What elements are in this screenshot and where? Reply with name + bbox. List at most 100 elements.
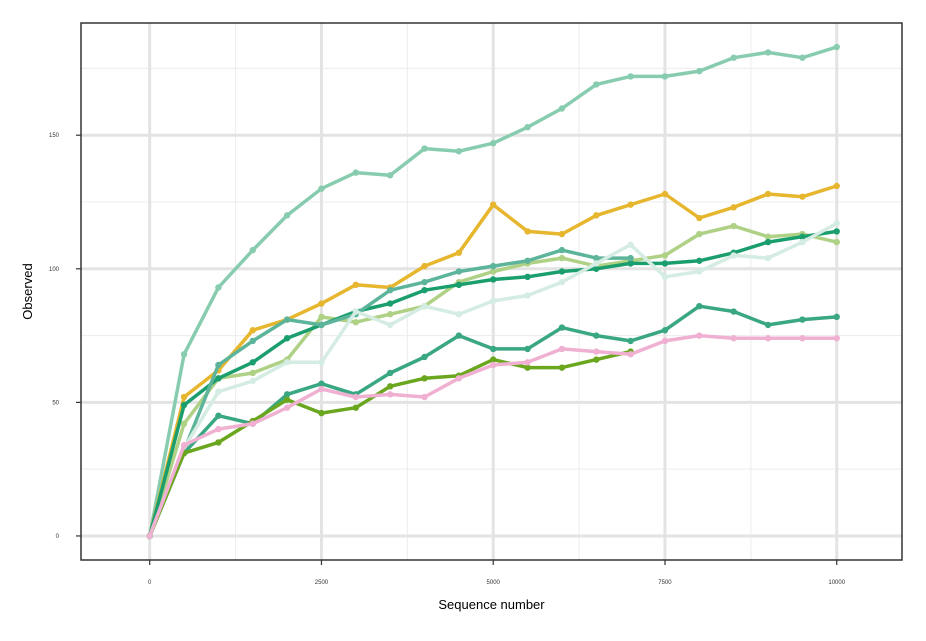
data-point <box>490 345 497 353</box>
data-point <box>318 380 325 387</box>
data-point <box>524 364 531 371</box>
data-point <box>627 351 634 358</box>
x-tick-label: 5000 <box>487 580 501 586</box>
data-point <box>558 364 566 371</box>
data-point <box>696 214 703 222</box>
data-point <box>558 254 566 262</box>
data-point <box>249 377 256 385</box>
data-point <box>661 337 669 345</box>
data-point <box>627 337 634 345</box>
data-point <box>627 254 634 262</box>
data-point <box>764 238 772 246</box>
data-point <box>180 401 188 409</box>
data-point <box>490 262 497 270</box>
data-point <box>386 321 394 329</box>
y-axis-title: Observed <box>20 263 35 319</box>
series-9 <box>146 332 840 540</box>
data-point <box>524 228 531 235</box>
data-point <box>455 375 463 382</box>
x-tick-label: 7500 <box>658 580 672 586</box>
data-point <box>524 292 531 299</box>
data-point <box>730 204 737 211</box>
data-point <box>558 246 566 254</box>
data-point <box>352 169 360 176</box>
data-point <box>593 332 600 339</box>
data-point <box>421 262 428 270</box>
data-point <box>593 254 600 262</box>
data-point <box>283 212 291 219</box>
data-point <box>146 532 153 540</box>
data-point <box>318 185 325 192</box>
data-point <box>180 441 188 449</box>
plot-panel-border <box>80 22 903 561</box>
data-point <box>283 316 291 323</box>
data-point <box>833 313 840 321</box>
data-point <box>696 230 703 238</box>
data-point <box>215 412 222 419</box>
data-point <box>318 300 325 307</box>
x-axis-title: Sequence number <box>438 597 545 612</box>
data-point <box>730 308 737 315</box>
data-point <box>386 172 394 179</box>
data-point <box>593 212 600 219</box>
y-tick-label: 0 <box>56 534 60 540</box>
data-point <box>661 190 669 198</box>
data-point <box>696 268 703 275</box>
data-point <box>249 420 256 427</box>
data-point <box>352 319 360 326</box>
data-point <box>730 54 737 61</box>
data-point <box>833 335 840 342</box>
data-point <box>833 238 840 246</box>
data-point <box>455 148 463 155</box>
data-point <box>627 241 634 248</box>
data-point <box>490 268 497 275</box>
series-2 <box>146 182 840 540</box>
data-point <box>386 300 394 307</box>
data-point <box>490 361 497 369</box>
data-point <box>421 393 428 401</box>
data-point <box>386 286 394 294</box>
series-6 <box>146 220 840 540</box>
data-point <box>627 73 634 80</box>
data-point <box>318 313 325 321</box>
data-point <box>455 281 463 289</box>
data-point <box>318 321 325 329</box>
data-point <box>455 268 463 275</box>
data-point <box>455 311 463 318</box>
data-point <box>558 230 566 238</box>
data-point <box>764 233 772 240</box>
data-point <box>215 284 222 291</box>
data-point <box>421 286 428 294</box>
data-point <box>661 273 669 281</box>
data-point <box>833 43 840 51</box>
data-point <box>661 327 669 334</box>
data-point <box>490 140 497 147</box>
data-point <box>593 265 600 272</box>
data-point <box>283 391 291 398</box>
data-point <box>180 393 188 401</box>
data-point <box>696 302 703 310</box>
data-point <box>833 182 840 190</box>
data-point <box>661 252 669 259</box>
x-tick-label: 2500 <box>315 580 329 586</box>
y-tick-label: 100 <box>49 267 60 273</box>
data-point <box>764 254 772 262</box>
data-point <box>764 321 772 329</box>
data-point <box>558 324 566 331</box>
data-point <box>352 404 360 411</box>
data-point <box>696 257 703 264</box>
data-point <box>490 276 497 283</box>
data-point <box>661 73 669 80</box>
data-point <box>593 356 600 363</box>
data-point <box>490 201 497 208</box>
data-point <box>764 335 772 342</box>
data-point <box>696 332 703 339</box>
data-point <box>799 193 806 200</box>
data-point <box>799 54 806 61</box>
data-point <box>180 420 188 427</box>
data-point <box>558 268 566 275</box>
data-point <box>386 369 394 377</box>
data-point <box>283 396 291 403</box>
